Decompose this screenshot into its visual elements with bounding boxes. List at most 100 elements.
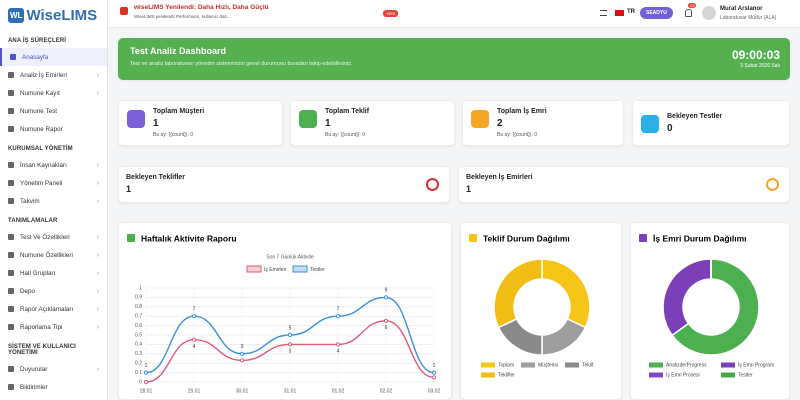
sidebar: WL WiseLIMS ANA İŞ SÜREÇLERİ Anasayfa Anali…: [0, 0, 108, 400]
legend-label: Testler: [310, 267, 325, 273]
chevron: ›: [96, 233, 99, 241]
nav-item[interactable]: Raporlama Tipi ›: [0, 318, 107, 336]
y-tick-label: 0.5: [135, 332, 142, 338]
notification-count: 13: [688, 3, 697, 8]
data-point: [143, 370, 149, 375]
section-title: TANIMLAMALAR: [8, 218, 58, 224]
data-label: 3: [241, 344, 244, 350]
nav-item[interactable]: Takvim ›: [0, 192, 107, 210]
data-label: 1: [433, 363, 436, 369]
stat-value: 1: [325, 118, 331, 129]
y-tick-label: 0.7: [135, 314, 142, 320]
user-name: Murat Arslanor: [720, 6, 763, 12]
menu-icon[interactable]: [600, 10, 607, 16]
nav-label: Rapor Açıklamaları: [20, 305, 74, 313]
nav-icon: [8, 384, 14, 390]
x-tick-label: 29.01: [188, 388, 201, 394]
date: 3 Şubat 2026 Salı: [740, 63, 780, 69]
chevron: ›: [96, 305, 99, 313]
pending-value: 1: [126, 184, 132, 194]
data-point: [239, 358, 245, 363]
language[interactable]: TR: [627, 9, 635, 15]
chevron: ›: [96, 89, 99, 97]
section-title: KURUMSAL YÖNETİM: [8, 146, 73, 152]
legend-label: Teklifler: [498, 372, 515, 378]
data-label: 6: [385, 325, 388, 331]
donut-slice: [662, 258, 712, 337]
nav-item[interactable]: Rapor Açıklamaları ›: [0, 300, 107, 318]
nav-icon: [8, 180, 14, 186]
nav-item[interactable]: Analiz İş Emirleri ›: [0, 66, 107, 84]
nav-item[interactable]: Numune Kayıt ›: [0, 84, 107, 102]
chart-card: Teklif Durum Dağılımı Toplam Müşterisi Tekl…: [460, 222, 622, 400]
nav-item[interactable]: Anasayfa: [0, 48, 107, 66]
chart: Teklif Durum Dağılımı Toplam Müşterisi Tekl…: [469, 233, 594, 378]
nav-item[interactable]: İnsan Kaynakları ›: [0, 156, 107, 174]
logo[interactable]: WL WiseLIMS: [0, 0, 107, 30]
nav-icon: [8, 366, 14, 372]
nav-label: Depo: [20, 287, 36, 295]
chart: İş Emri Durum Dağılımı Analizde/Progress İ…: [639, 233, 774, 378]
data-point: [383, 295, 389, 300]
chart-card: İş Emri Durum Dağılımı Analizde/Progress İ…: [630, 222, 790, 400]
legend-swatch: [721, 362, 735, 368]
nav-label: Numune Test: [20, 107, 57, 115]
nav-item[interactable]: Hall Grupları ›: [0, 264, 107, 282]
data-point: [383, 318, 389, 324]
avatar[interactable]: [702, 6, 716, 20]
stat-sub: Bu ay: {{count}}: 0: [497, 132, 538, 138]
nav-item[interactable]: Numune Rapor: [0, 120, 107, 138]
nav-item[interactable]: Bildirimler: [0, 378, 107, 396]
nav-label: Takvim: [20, 197, 40, 205]
legend-swatch: [292, 265, 308, 273]
stat-value: 2: [497, 118, 503, 129]
legend-swatch: [565, 362, 579, 368]
legend-swatch: [246, 265, 262, 273]
nav-label: İnsan Kaynakları: [20, 161, 67, 169]
new-badge: YENİ: [383, 10, 399, 17]
nav-label: Analiz İş Emirleri: [20, 71, 67, 79]
logo-text: WiseLIMS: [26, 6, 98, 24]
legend-label: Teklif: [582, 362, 594, 368]
pending-title: Bekleyen İş Emirleri: [466, 174, 533, 181]
x-tick-label: 28.01: [140, 388, 153, 394]
nav-icon: [8, 270, 14, 276]
y-tick-label: 0.6: [135, 323, 142, 329]
pending-card: Bekleyen İş Emirleri 1: [458, 166, 790, 203]
stat-card: Toplam İş Emri 2 Bu ay: {{count}}: 0: [462, 100, 624, 146]
legend-label: Müşterisi: [538, 362, 558, 368]
announcement-title[interactable]: wiseLIMS Yenilendi: Daha Hızlı, Daha Güç…: [134, 4, 269, 11]
chevron: ›: [96, 161, 99, 169]
nav-item[interactable]: Duyurular ›: [0, 360, 107, 378]
legend-swatch: [649, 362, 663, 368]
chart-icon: [469, 234, 477, 242]
stat-title: Bekleyen Testler: [667, 113, 723, 120]
nav-item[interactable]: Test Ve Özellikleri ›: [0, 228, 107, 246]
nav-label: Bildirimler: [20, 383, 48, 391]
y-tick-label: 0.4: [135, 342, 142, 348]
pending-icon: [766, 178, 779, 191]
nav-label: Yönetim Paneli: [20, 179, 63, 187]
nav-icon: [10, 54, 16, 60]
chevron: ›: [96, 269, 99, 277]
nav-item[interactable]: Depo ›: [0, 282, 107, 300]
chart: Haftalık Aktivite Raporu Son 7 Günlük Akt…: [127, 233, 441, 394]
data-label: 3: [289, 349, 292, 355]
chart-icon: [127, 234, 135, 242]
stat-value: 1: [153, 118, 159, 129]
stat-card: Bekleyen Testler 0: [632, 100, 790, 146]
announcement-icon: [120, 7, 128, 15]
nav-label: Numune Özellikleri: [20, 251, 73, 259]
data-label: 9: [385, 288, 388, 294]
x-tick-label: 03.02: [428, 388, 441, 394]
nav-item[interactable]: Numune Özellikleri ›: [0, 246, 107, 264]
nav-icon: [8, 162, 14, 168]
action-button[interactable]: SEADYU: [640, 7, 673, 19]
data-label: 1: [145, 363, 148, 369]
pending-title: Bekleyen Teklifler: [126, 174, 186, 181]
bell-icon[interactable]: [685, 9, 692, 17]
stat-icon: [299, 110, 317, 128]
nav-item[interactable]: Yönetim Paneli ›: [0, 174, 107, 192]
nav-item[interactable]: Numune Test: [0, 102, 107, 120]
